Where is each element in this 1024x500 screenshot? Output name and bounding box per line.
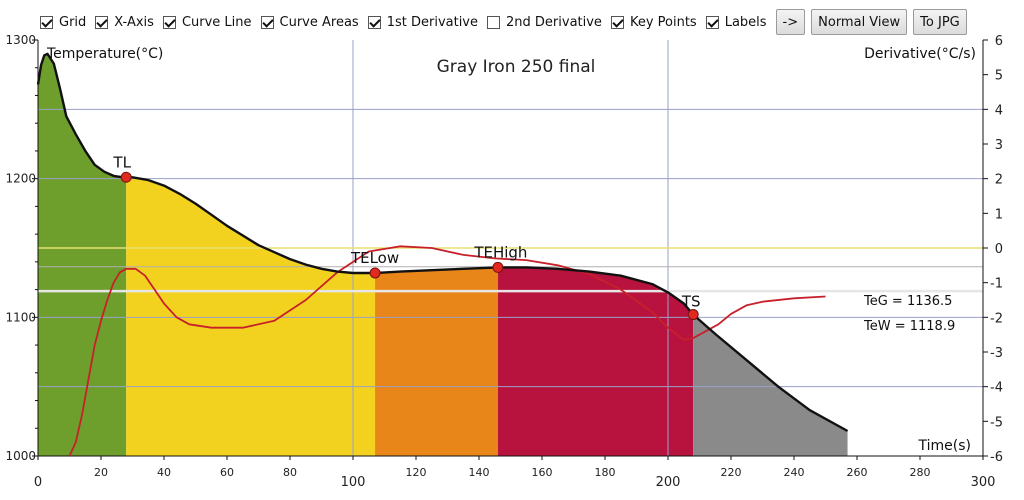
second-derivative-checkbox-box[interactable] xyxy=(487,15,501,29)
y2-axis-label: Derivative(°C/s) xyxy=(864,46,976,62)
first-derivative-checkbox-box[interactable] xyxy=(367,15,381,29)
x-tick-label: 140 xyxy=(469,466,490,479)
labels-checkbox-box[interactable] xyxy=(705,15,719,29)
second-derivative-checkbox[interactable]: 2nd Derivative xyxy=(487,15,602,30)
toolbar: Grid X-Axis Curve Line Curve Areas 1st D… xyxy=(40,6,973,38)
temperature-curve xyxy=(36,52,849,433)
x-tick-label: 200 xyxy=(656,475,681,490)
first-derivative-checkbox[interactable]: 1st Derivative xyxy=(367,14,479,30)
key-points-checkbox-box[interactable] xyxy=(610,15,624,29)
x-axis-checkbox-box[interactable] xyxy=(95,15,109,29)
y2-tick-label: 1 xyxy=(995,207,1003,222)
x-tick-label: 160 xyxy=(532,466,553,479)
x-tick-label: 80 xyxy=(283,466,297,479)
curve-area-1 xyxy=(38,53,127,456)
curve-areas xyxy=(38,53,848,456)
grid-checkbox[interactable]: Grid xyxy=(40,15,86,30)
y-tick-label: 1200 xyxy=(5,172,36,186)
y2-tick-label: 2 xyxy=(995,173,1003,188)
x-tick-label: 260 xyxy=(847,466,868,479)
labels-checkbox[interactable]: Labels xyxy=(705,14,767,30)
normal-view-button[interactable]: Normal View xyxy=(811,9,908,35)
y2-tick-label: 6 xyxy=(995,34,1003,49)
y2-tick-label: -2 xyxy=(990,311,1003,326)
key-point-telow xyxy=(369,267,381,279)
first-derivative-checkbox-label: 1st Derivative xyxy=(386,14,479,30)
second-derivative-checkbox-label: 2nd Derivative xyxy=(506,14,602,30)
key-point-label-tl: TL xyxy=(112,153,131,171)
y-tick-label: 1300 xyxy=(5,33,36,47)
y2-tick-label: -5 xyxy=(990,415,1003,430)
x-tick-label: 220 xyxy=(721,466,742,479)
x-tick-label: 0 xyxy=(34,475,42,490)
key-points-checkbox-label: Key Points xyxy=(629,14,697,30)
key-point-label-tehigh: TEHigh xyxy=(473,243,527,261)
y2-tick-label: -3 xyxy=(990,346,1003,361)
key-point-ts xyxy=(687,309,699,321)
x-axis-checkbox[interactable]: X-Axis xyxy=(95,15,154,30)
x-tick-label: 180 xyxy=(595,466,616,479)
x-tick-label: 300 xyxy=(971,475,996,490)
x-tick-label: 40 xyxy=(157,466,171,479)
grid-checkbox-box[interactable] xyxy=(40,15,53,29)
curve-area-4 xyxy=(497,267,694,456)
curve-area-2 xyxy=(126,177,376,456)
curve-area-3 xyxy=(375,267,498,456)
x-tick-label: 60 xyxy=(220,466,234,479)
x-axis-checkbox-label: X-Axis xyxy=(114,14,154,30)
x-axis-label: Time(s) xyxy=(918,438,971,454)
y2-tick-label: 4 xyxy=(995,103,1003,118)
series-lines xyxy=(36,52,849,457)
x-tick-label: 280 xyxy=(910,466,931,479)
x-tick-label: 120 xyxy=(406,466,427,479)
curve-line-checkbox-label: Curve Line xyxy=(181,14,252,30)
curve-line-checkbox[interactable]: Curve Line xyxy=(162,14,252,30)
grid-checkbox-label: Grid xyxy=(59,14,87,30)
curve-areas-checkbox-label: Curve Areas xyxy=(279,14,359,30)
y-tick-label: 1000 xyxy=(5,449,36,463)
x-tick-label: 100 xyxy=(341,475,366,490)
key-point-label-telow: TELow xyxy=(350,249,399,267)
x-tick-label: 240 xyxy=(784,466,805,479)
y-axis-label: Temperature(°C) xyxy=(46,46,163,62)
x-tick-label: 20 xyxy=(94,466,108,479)
key-point-tl xyxy=(120,171,132,183)
y2-tick-label: -6 xyxy=(990,450,1003,465)
chart-title: Gray Iron 250 final xyxy=(437,57,596,77)
arrow-button[interactable]: -> xyxy=(775,9,806,35)
key-point-tehigh xyxy=(492,261,504,273)
y2-tick-label: -1 xyxy=(990,277,1003,292)
curve-areas-checkbox-box[interactable] xyxy=(260,15,274,29)
teg-label: TeG = 1136.5 xyxy=(863,294,952,309)
y2-tick-label: -4 xyxy=(990,381,1003,396)
y2-tick-label: 0 xyxy=(995,242,1003,257)
key-points-checkbox[interactable]: Key Points xyxy=(610,14,697,30)
labels-checkbox-label: Labels xyxy=(724,14,767,30)
y-tick-label: 1100 xyxy=(5,310,36,324)
curve-areas-checkbox[interactable]: Curve Areas xyxy=(260,14,359,30)
tew-label: TeW = 1118.9 xyxy=(863,319,955,334)
key-points: TL TELow TEHigh TS xyxy=(112,153,701,321)
y2-tick-label: 3 xyxy=(995,138,1003,153)
curve-line-checkbox-box[interactable] xyxy=(162,15,176,29)
key-point-label-ts: TS xyxy=(681,293,701,311)
to-jpg-button[interactable]: To JPG xyxy=(913,9,967,35)
curve-area-5 xyxy=(693,314,848,456)
y2-tick-label: 5 xyxy=(995,69,1003,84)
